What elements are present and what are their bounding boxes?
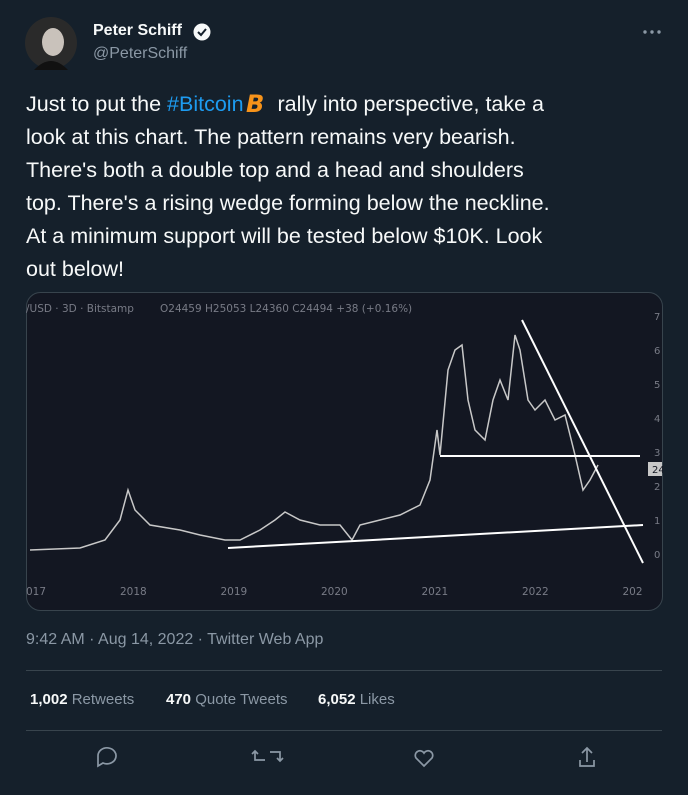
stat-count: 470 xyxy=(166,691,192,708)
tweet-line: There's both a double top and a head and… xyxy=(26,158,524,182)
timestamp[interactable]: 9:42 AM · Aug 14, 2022 · Twitter Web App xyxy=(26,631,324,648)
reply-button[interactable] xyxy=(97,746,117,768)
stat[interactable]: 6,052 Likes xyxy=(318,691,395,708)
x-axis-label: 2021 xyxy=(422,586,449,598)
tweet-line: top. There's a rising wedge forming belo… xyxy=(26,191,550,215)
author-name[interactable]: Peter Schiff xyxy=(93,22,182,39)
tweet-line: Just to put the #Bitcoin B rally into per… xyxy=(26,88,544,121)
separator xyxy=(26,730,662,731)
chart-symbol: /USD · 3D · Bitstamp xyxy=(26,303,134,315)
stat-count: 6,052 xyxy=(318,691,356,708)
tweet-text: Just to put the xyxy=(26,92,168,116)
svg-text:B: B xyxy=(246,91,264,115)
tweet-line: At a minimum support will be tested belo… xyxy=(26,224,543,248)
avatar[interactable] xyxy=(24,16,78,70)
x-axis-label: 2019 xyxy=(221,586,248,598)
price-tag-box xyxy=(648,462,662,476)
x-axis-label: 2018 xyxy=(120,586,147,598)
y-axis-label: 0 xyxy=(654,550,660,561)
price-line xyxy=(29,334,599,551)
tweet-line: look at this chart. The pattern remains … xyxy=(26,125,516,149)
stat-label: Quote Tweets xyxy=(195,691,288,708)
y-axis-label: 4 xyxy=(654,414,660,425)
support-line xyxy=(227,524,644,549)
y-axis-label: 6 xyxy=(654,346,660,357)
tweet-text: rally into perspective, take a xyxy=(277,92,545,116)
like-button[interactable] xyxy=(414,749,434,768)
action-bar xyxy=(97,746,595,768)
wedge-line xyxy=(521,319,644,564)
y-axis-label: 5 xyxy=(654,380,660,391)
separator xyxy=(26,670,662,671)
chart-ohlc: O24459 H25053 L24360 C24494 +38 (+0.16%) xyxy=(160,303,412,315)
share-button[interactable] xyxy=(579,746,595,767)
hashtag[interactable]: #Bitcoin xyxy=(167,92,244,116)
stat-label: Retweets xyxy=(71,691,135,708)
stat[interactable]: 1,002 Retweets xyxy=(30,691,134,708)
y-axis-label: 2 xyxy=(654,482,660,493)
x-axis-label: 2020 xyxy=(321,586,348,598)
author-handle[interactable]: @PeterSchiff xyxy=(93,45,188,62)
bitcoin-emoji: B xyxy=(246,90,264,118)
y-axis-label: 7 xyxy=(654,312,660,323)
price-tag: 24 xyxy=(652,465,663,476)
x-axis-label: 2022 xyxy=(522,586,549,598)
verified-badge xyxy=(193,23,211,41)
tweet-line: out below! xyxy=(26,257,125,281)
y-axis-label: 1 xyxy=(654,516,660,527)
more-button[interactable] xyxy=(642,28,664,36)
chart-image[interactable]: /USD · 3D · Bitstamp O24459 H25053 L2436… xyxy=(26,292,663,611)
stat-label: Likes xyxy=(359,691,395,708)
y-axis-label: 3 xyxy=(654,448,660,459)
x-axis-label: 017 xyxy=(26,586,46,598)
stat[interactable]: 470 Quote Tweets xyxy=(166,691,287,708)
retweet-button[interactable] xyxy=(251,749,284,763)
stat-count: 1,002 xyxy=(30,691,68,708)
x-axis-label: 202 xyxy=(623,586,643,598)
